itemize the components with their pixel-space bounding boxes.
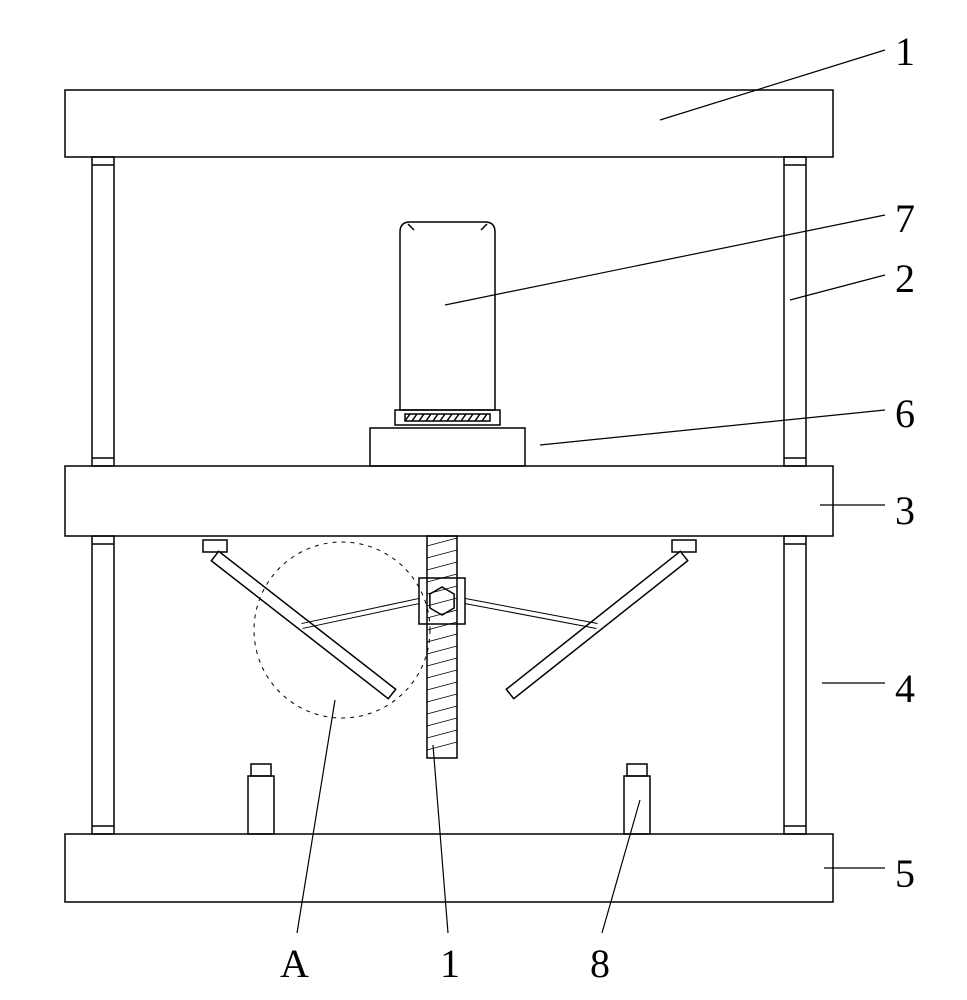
diagram-canvas: 1 7 2 6 3 4 5 A 1 8 bbox=[0, 0, 967, 1000]
label-1-bottom: 1 bbox=[440, 940, 460, 987]
label-3: 3 bbox=[895, 487, 915, 534]
label-8: 8 bbox=[590, 940, 610, 987]
label-7: 7 bbox=[895, 195, 915, 242]
diagram-svg bbox=[0, 0, 967, 1000]
label-4: 4 bbox=[895, 665, 915, 712]
label-2: 2 bbox=[895, 255, 915, 302]
label-1-top: 1 bbox=[895, 28, 915, 75]
label-5: 5 bbox=[895, 850, 915, 897]
label-6: 6 bbox=[895, 390, 915, 437]
label-A: A bbox=[280, 940, 309, 987]
